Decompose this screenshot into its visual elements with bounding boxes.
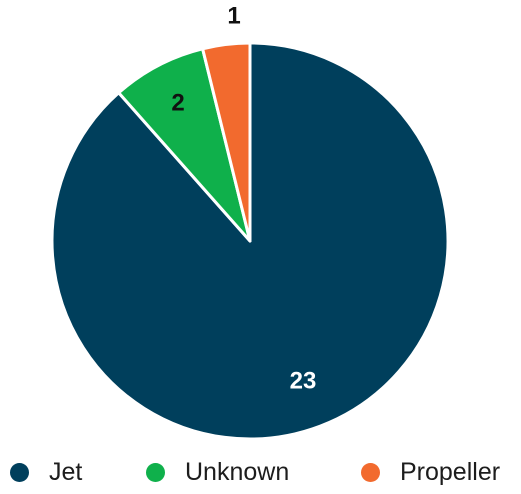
data-label-jet: 23 xyxy=(290,367,317,394)
legend-swatch-unknown xyxy=(146,462,165,482)
pie-slice-propeller[interactable] xyxy=(201,41,252,243)
legend-swatch-propeller xyxy=(361,462,380,482)
legend-swatch-jet xyxy=(10,462,29,482)
data-label-propeller: 1 xyxy=(227,2,240,29)
legend-label-jet: Jet xyxy=(49,457,83,486)
legend-label-propeller: Propeller xyxy=(400,457,501,486)
chart-legend: Jet Unknown Propeller xyxy=(0,452,521,492)
pie-slice-unknown[interactable] xyxy=(117,47,252,243)
pie-chart: 23 2 1 xyxy=(50,2,450,441)
legend-label-unknown: Unknown xyxy=(185,457,290,486)
data-label-unknown: 2 xyxy=(171,89,184,116)
legend-item-unknown[interactable]: Unknown xyxy=(146,452,289,492)
legend-item-jet[interactable]: Jet xyxy=(10,452,82,492)
legend-item-propeller[interactable]: Propeller xyxy=(361,452,500,492)
